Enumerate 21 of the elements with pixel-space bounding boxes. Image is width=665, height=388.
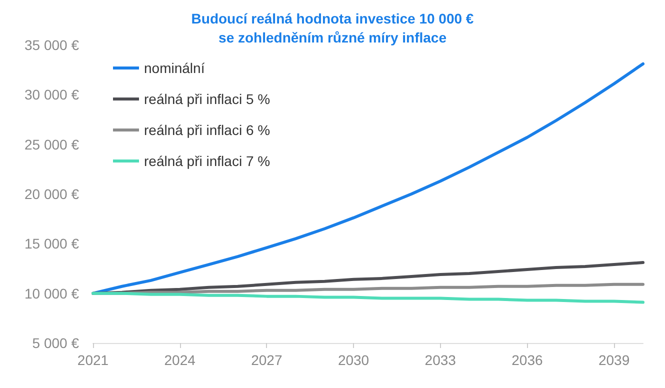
legend-label: reálná při inflaci 5 % [144, 91, 270, 107]
legend-label: reálná při inflaci 6 % [144, 122, 270, 138]
x-tick-label: 2030 [338, 352, 370, 368]
chart-title: Budoucí reálná hodnota investice 10 000 € se zohledněním různé míry inflace [191, 10, 474, 46]
line-series [92, 292, 644, 304]
y-tick-label: 5 000 € [32, 335, 80, 351]
y-tick-label: 35 000 € [24, 37, 80, 53]
y-tick-label: 10 000 € [24, 285, 80, 302]
y-tick-label: 25 000 € [24, 136, 80, 152]
legend-label: nominální [144, 60, 205, 76]
legend-label: reálná při inflaci 7 % [144, 153, 270, 169]
x-tick-label: 2039 [598, 352, 630, 368]
y-tick-label: 30 000 € [24, 86, 80, 103]
x-tick-label: 2024 [164, 352, 196, 368]
x-tick-label: 2036 [512, 352, 543, 368]
x-tick-label: 2021 [77, 352, 109, 368]
y-tick-label: 15 000 € [24, 236, 80, 252]
y-tick-label: 20 000 € [24, 186, 80, 202]
x-tick-label: 2027 [251, 352, 282, 368]
line-series [92, 62, 644, 295]
x-tick-label: 2033 [424, 352, 456, 368]
